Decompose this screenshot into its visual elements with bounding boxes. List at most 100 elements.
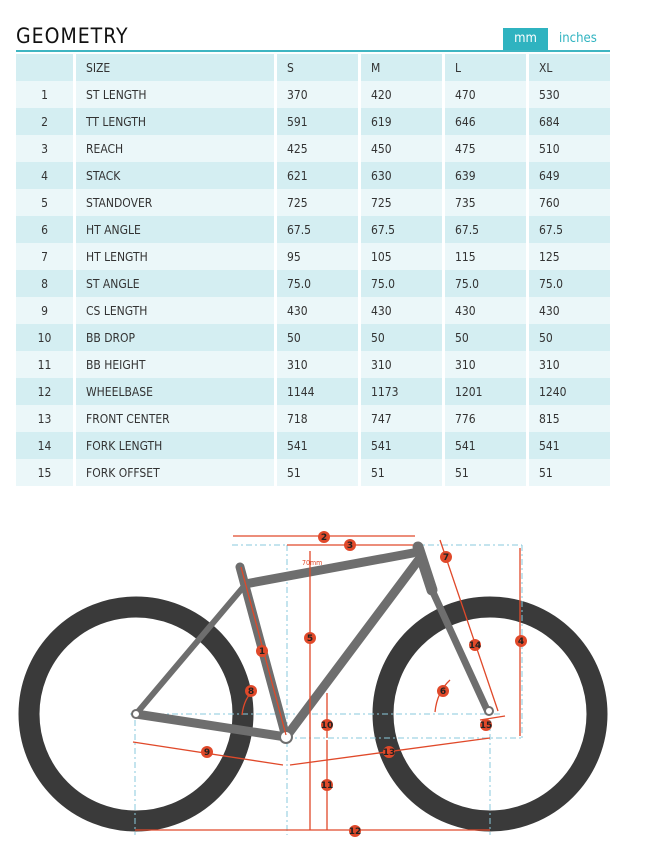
cell-size-m: 420 <box>358 81 444 108</box>
geometry-table: SIZE S M L XL 1 ST LENGTH 370 420 470 530 2 TT LENGT… <box>16 54 610 486</box>
dimension-marker-label: 13 <box>383 748 396 758</box>
dimension-marker-13 <box>383 746 395 758</box>
cell-size-xl: 125 <box>526 243 610 270</box>
cell-measurement-label: STANDOVER <box>73 189 276 216</box>
cell-measurement-label: TT LENGTH <box>73 108 276 135</box>
title-divider <box>16 50 610 52</box>
cell-measurement-label: REACH <box>73 135 276 162</box>
dimension-marker-label: 8 <box>248 687 254 697</box>
dimension-marker-label: 10 <box>321 721 334 731</box>
cell-size-xl: 67.5 <box>526 216 610 243</box>
table-row: 12 WHEELBASE 1144 1173 1201 1240 <box>16 378 610 405</box>
dimension-marker-label: 7 <box>443 553 449 563</box>
dimension-marker-label: 12 <box>349 827 362 837</box>
cell-size-s: 430 <box>274 297 360 324</box>
cell-size-m: 105 <box>358 243 444 270</box>
cell-size-l: 67.5 <box>442 216 528 243</box>
cell-row-number: 2 <box>16 108 75 135</box>
cell-size-l: 735 <box>442 189 528 216</box>
header-size-xl: XL <box>526 54 610 81</box>
cell-size-l: 541 <box>442 432 528 459</box>
cell-size-m: 541 <box>358 432 444 459</box>
cell-size-xl: 310 <box>526 351 610 378</box>
cell-size-l: 639 <box>442 162 528 189</box>
dimension-marker-label: 9 <box>204 748 210 758</box>
dimension-marker-label: 3 <box>347 541 353 551</box>
cell-size-xl: 430 <box>526 297 610 324</box>
cell-size-l: 646 <box>442 108 528 135</box>
table-row: 6 HT ANGLE 67.5 67.5 67.5 67.5 <box>16 216 610 243</box>
cell-row-number: 7 <box>16 243 75 270</box>
dimension-marker-label: 2 <box>321 533 327 543</box>
cell-size-xl: 684 <box>526 108 610 135</box>
table-row: 1 ST LENGTH 370 420 470 530 <box>16 81 610 108</box>
header-size-l: L <box>442 54 528 81</box>
cell-measurement-label: CS LENGTH <box>73 297 276 324</box>
dimension-marker-8 <box>245 685 257 697</box>
table-row: 8 ST ANGLE 75.0 75.0 75.0 75.0 <box>16 270 610 297</box>
cell-row-number: 13 <box>16 405 75 432</box>
cell-size-m: 67.5 <box>358 216 444 243</box>
cell-size-l: 1201 <box>442 378 528 405</box>
cell-size-l: 430 <box>442 297 528 324</box>
table-row: 14 FORK LENGTH 541 541 541 541 <box>16 432 610 459</box>
cell-size-m: 747 <box>358 405 444 432</box>
cell-size-m: 725 <box>358 189 444 216</box>
cell-size-s: 50 <box>274 324 360 351</box>
cell-size-l: 75.0 <box>442 270 528 297</box>
dimension-marker-label: 5 <box>307 634 313 644</box>
cell-size-xl: 1240 <box>526 378 610 405</box>
cell-size-m: 1173 <box>358 378 444 405</box>
cell-size-s: 718 <box>274 405 360 432</box>
dimension-marker-9 <box>201 746 213 758</box>
cell-size-m: 75.0 <box>358 270 444 297</box>
cell-size-s: 370 <box>274 81 360 108</box>
dimension-marker-label: 15 <box>480 721 493 731</box>
cell-size-xl: 530 <box>526 81 610 108</box>
dimension-marker-label: 11 <box>321 781 334 791</box>
cell-size-m: 51 <box>358 459 444 486</box>
dimension-marker-10 <box>321 719 333 731</box>
cell-measurement-label: WHEELBASE <box>73 378 276 405</box>
cell-row-number: 10 <box>16 324 75 351</box>
cell-size-l: 475 <box>442 135 528 162</box>
unit-inches-button[interactable]: inches <box>559 31 597 46</box>
table-row: 2 TT LENGTH 591 619 646 684 <box>16 108 610 135</box>
table-row: 3 REACH 425 450 475 510 <box>16 135 610 162</box>
cell-row-number: 4 <box>16 162 75 189</box>
header-size-m: M <box>358 54 444 81</box>
cell-row-number: 9 <box>16 297 75 324</box>
cell-size-s: 1144 <box>274 378 360 405</box>
unit-mm-button[interactable]: mm <box>503 28 548 50</box>
cell-row-number: 11 <box>16 351 75 378</box>
offset-label: 70mm <box>302 559 322 567</box>
cell-measurement-label: FORK LENGTH <box>73 432 276 459</box>
cell-measurement-label: BB DROP <box>73 324 276 351</box>
table-row: 4 STACK 621 630 639 649 <box>16 162 610 189</box>
cell-size-l: 776 <box>442 405 528 432</box>
cell-row-number: 15 <box>16 459 75 486</box>
cell-row-number: 1 <box>16 81 75 108</box>
cell-size-s: 95 <box>274 243 360 270</box>
dimension-marker-15 <box>480 719 492 731</box>
cell-size-s: 310 <box>274 351 360 378</box>
cell-size-s: 75.0 <box>274 270 360 297</box>
cell-measurement-label: STACK <box>73 162 276 189</box>
table-row: 11 BB HEIGHT 310 310 310 310 <box>16 351 610 378</box>
cell-row-number: 5 <box>16 189 75 216</box>
dimension-marker-7 <box>440 551 452 563</box>
cell-size-s: 425 <box>274 135 360 162</box>
cell-measurement-label: ST ANGLE <box>73 270 276 297</box>
cell-measurement-label: BB HEIGHT <box>73 351 276 378</box>
cell-size-xl: 541 <box>526 432 610 459</box>
cell-size-s: 51 <box>274 459 360 486</box>
cell-row-number: 3 <box>16 135 75 162</box>
cell-measurement-label: FRONT CENTER <box>73 405 276 432</box>
cell-row-number: 6 <box>16 216 75 243</box>
dimension-lines <box>132 535 521 831</box>
cell-size-s: 591 <box>274 108 360 135</box>
page-title: GEOMETRY <box>16 24 129 48</box>
dimension-marker-label: 4 <box>518 637 524 647</box>
cell-size-m: 630 <box>358 162 444 189</box>
table-row: 9 CS LENGTH 430 430 430 430 <box>16 297 610 324</box>
